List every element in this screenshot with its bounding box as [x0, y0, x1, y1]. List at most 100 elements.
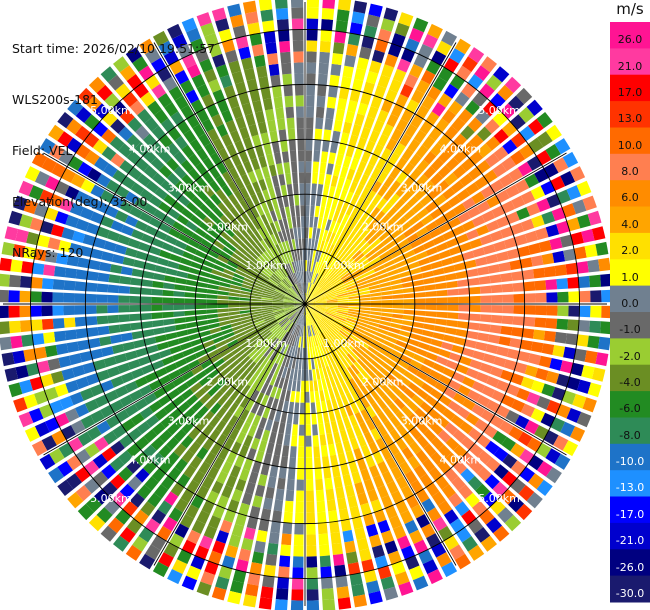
velocity-gate [315, 296, 326, 301]
velocity-gate [330, 276, 341, 285]
velocity-gate [234, 177, 245, 190]
velocity-gate [370, 300, 382, 304]
velocity-gate [381, 304, 393, 309]
velocity-gate [321, 252, 327, 264]
velocity-gate [283, 434, 291, 446]
velocity-gate [423, 277, 435, 285]
velocity-gate [255, 110, 266, 124]
velocity-gate [177, 120, 191, 135]
velocity-gate [357, 492, 369, 506]
velocity-gate [309, 380, 314, 392]
velocity-gate [261, 304, 273, 306]
velocity-gate [164, 275, 176, 283]
velocity-gate [324, 314, 335, 321]
velocity-gate [355, 399, 365, 412]
velocity-gate [480, 295, 492, 303]
velocity-gate [438, 394, 452, 407]
velocity-gate [306, 314, 310, 326]
velocity-gate [380, 316, 392, 322]
velocity-gate [422, 458, 436, 473]
velocity-gate [151, 468, 166, 483]
velocity-gate [323, 286, 334, 293]
velocity-gate [444, 125, 459, 140]
velocity-gate [222, 398, 234, 411]
velocity-gate [350, 193, 360, 206]
velocity-gate [151, 509, 167, 525]
velocity-gate [523, 281, 536, 292]
velocity-gate [315, 478, 324, 491]
velocity-gate [502, 305, 514, 314]
velocity-gate [215, 378, 227, 389]
velocity-gate [75, 106, 92, 123]
velocity-gate [337, 250, 347, 262]
velocity-gate [375, 332, 387, 340]
velocity-gate [371, 193, 382, 206]
velocity-gate [126, 443, 141, 458]
velocity-gate [44, 207, 59, 221]
velocity-gate [358, 315, 370, 321]
velocity-gate [195, 293, 207, 299]
velocity-gate [303, 293, 305, 304]
velocity-gate [595, 241, 609, 256]
velocity-gate [388, 327, 401, 334]
velocity-gate [215, 18, 230, 32]
velocity-gate [533, 329, 546, 341]
velocity-gate [457, 384, 471, 397]
velocity-gate [337, 302, 349, 304]
velocity-gate [278, 242, 285, 254]
velocity-gate [501, 283, 514, 293]
velocity-gate [151, 125, 166, 140]
velocity-gate [100, 66, 117, 83]
velocity-gate [330, 63, 342, 76]
velocity-gate [452, 371, 466, 383]
velocity-gate [301, 314, 304, 326]
velocity-gate [285, 321, 293, 332]
velocity-gate [191, 196, 204, 208]
velocity-gate [384, 540, 398, 555]
velocity-gate [103, 163, 118, 178]
velocity-gate [210, 244, 222, 255]
velocity-gate [186, 63, 201, 79]
velocity-gate [278, 283, 288, 291]
velocity-gate [291, 250, 296, 262]
velocity-gate [368, 590, 383, 605]
velocity-gate [210, 152, 222, 166]
velocity-gate [129, 286, 142, 295]
velocity-gate [75, 376, 90, 390]
velocity-gate [251, 313, 263, 318]
velocity-gate [409, 529, 424, 545]
velocity-gate [410, 238, 423, 249]
velocity-gate [289, 334, 295, 346]
velocity-gate [462, 197, 476, 210]
velocity-gate [368, 318, 381, 324]
velocity-gate [313, 310, 323, 318]
velocity-gate [496, 346, 509, 357]
velocity-gate [335, 575, 348, 588]
velocity-gate [259, 328, 270, 336]
velocity-gate [221, 555, 236, 569]
velocity-gate [315, 106, 325, 119]
velocity-gate [366, 71, 379, 85]
velocity-gate [162, 297, 174, 304]
velocity-gate [449, 48, 465, 64]
velocity-gate [402, 418, 415, 432]
velocity-gate [178, 364, 191, 375]
velocity-gate [395, 157, 408, 171]
velocity-gate [281, 62, 292, 75]
velocity-gate [174, 317, 186, 324]
velocity-gate [327, 341, 335, 352]
velocity-gate [321, 317, 331, 326]
velocity-gate [382, 161, 394, 175]
velocity-gate [251, 461, 262, 474]
velocity-gate [221, 273, 234, 280]
velocity-gate [221, 133, 233, 147]
velocity-gate [452, 392, 467, 405]
velocity-gate [59, 198, 74, 212]
velocity-gate [231, 523, 244, 537]
velocity-gate [343, 417, 352, 430]
velocity-gate [587, 382, 602, 398]
velocity-gate [349, 22, 363, 36]
velocity-gate [469, 150, 484, 165]
velocity-gate [422, 135, 436, 150]
velocity-gate [305, 296, 314, 304]
